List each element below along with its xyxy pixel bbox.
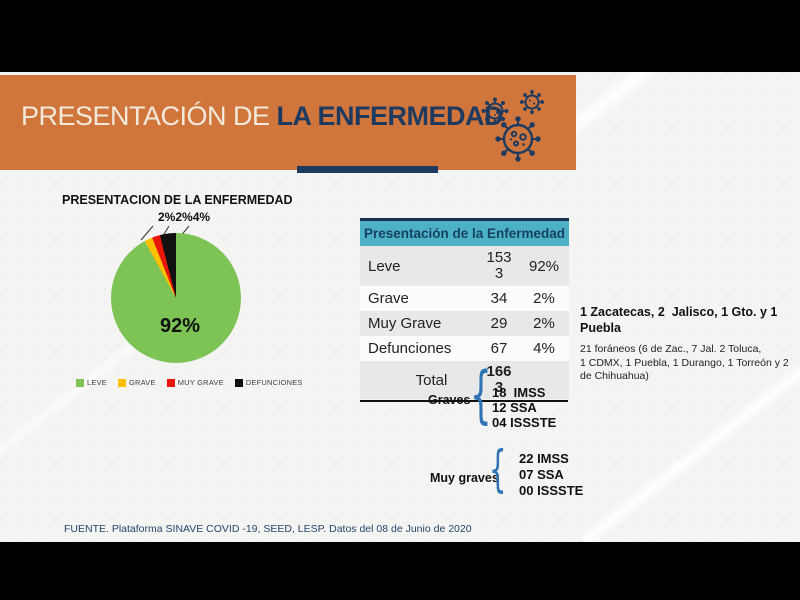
legend-item-muy-grave: MUY GRAVE bbox=[166, 378, 224, 387]
slide-title: PRESENTACIÓN DE LA ENFERMEDAD bbox=[21, 101, 504, 132]
legend-item-grave: GRAVE bbox=[117, 378, 156, 387]
pie-small-slice-labels: 2%2%4% bbox=[158, 210, 211, 224]
virus-icon bbox=[481, 89, 545, 162]
legend-swatch-leve bbox=[76, 378, 84, 387]
disease-table: Presentación de la Enfermedad Leve 1533 … bbox=[360, 218, 569, 399]
presentation-slide: PRESENTACIÓN DE LA ENFERMEDAD bbox=[0, 72, 800, 542]
pie-chart bbox=[111, 233, 241, 363]
table-row: Grave 34 2% bbox=[360, 286, 569, 311]
notes-block: 1 Zacatecas, 2 Jalisco, 1 Gto. y 1 Puebl… bbox=[580, 304, 795, 384]
muy-graves-brace: { bbox=[489, 440, 507, 498]
pie-main-percentage: 92% bbox=[160, 315, 201, 337]
legend-item-defunciones: DEFUNCIONES bbox=[234, 378, 303, 387]
graves-label: Graves bbox=[428, 393, 471, 407]
table-total-row: Total 1663 bbox=[360, 361, 569, 399]
muy-graves-label: Muy graves bbox=[430, 471, 499, 485]
legend-swatch-muy-grave bbox=[166, 378, 175, 387]
source-footer: FUENTE. Plataforma SINAVE COVID -19, SEE… bbox=[64, 523, 472, 535]
graves-breakdown: 18 IMSS 12 SSA 04 ISSSTE bbox=[492, 385, 557, 430]
table-header: Presentación de la Enfermedad bbox=[360, 221, 569, 246]
table-top-border bbox=[360, 218, 569, 221]
notes-bold-text: 1 Zacatecas, 2 Jalisco, 1 Gto. y 1 Puebl… bbox=[580, 305, 781, 335]
navy-accent-bar bbox=[297, 166, 438, 173]
table-row: Muy Grave 29 2% bbox=[360, 311, 569, 336]
graves-brace: { bbox=[470, 358, 492, 431]
table-row: Leve 1533 92% bbox=[360, 246, 569, 286]
pie-chart-title: PRESENTACION DE LA ENFERMEDAD bbox=[62, 193, 293, 207]
table-row: Defunciones 67 4% bbox=[360, 336, 569, 361]
legend-swatch-grave bbox=[117, 378, 126, 387]
table-bottom-border bbox=[360, 400, 568, 402]
header-banner: PRESENTACIÓN DE LA ENFERMEDAD bbox=[0, 75, 576, 170]
legend-swatch-defunciones bbox=[234, 378, 243, 387]
background-streak bbox=[556, 72, 800, 145]
slide-title-light: PRESENTACIÓN DE bbox=[21, 101, 277, 131]
notes-regular-text: 21 foráneos (6 de Zac., 7 Jal. 2 Toluca,… bbox=[580, 343, 789, 382]
legend-item-leve: LEVE bbox=[76, 378, 107, 387]
slide-title-bold: LA ENFERMEDAD bbox=[276, 101, 504, 131]
pie-legend: LEVE GRAVE MUY GRAVE DEFUNCIONES bbox=[76, 378, 303, 387]
muy-graves-breakdown: 22 IMSS 07 SSA 00 ISSSTE bbox=[519, 451, 584, 498]
